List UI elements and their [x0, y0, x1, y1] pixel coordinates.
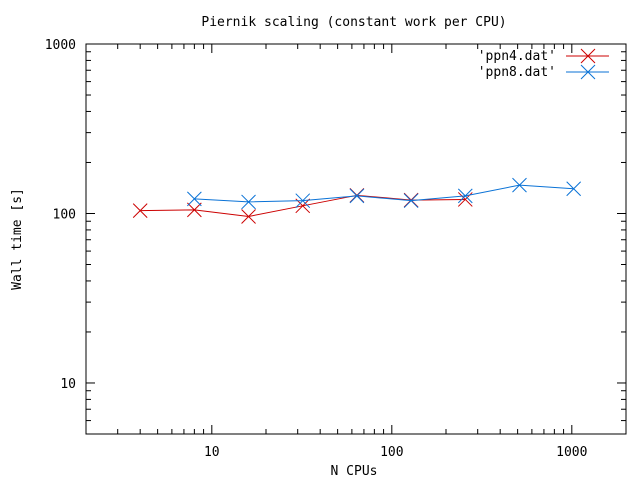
data-point: [187, 191, 202, 207]
legend: 'ppn4.dat''ppn8.dat': [478, 48, 609, 80]
legend-marker: [580, 64, 596, 80]
data-point: [187, 202, 202, 218]
legend-label: 'ppn8.dat': [478, 65, 556, 80]
data-point: [349, 188, 365, 204]
plot-frame: [85, 43, 627, 435]
x-tick-label: 1000: [556, 445, 587, 460]
data-point: [295, 193, 311, 209]
x-axis-label: N CPUs: [331, 464, 378, 479]
series-1: [132, 187, 473, 224]
data-point: [566, 181, 582, 197]
chart-title: Piernik scaling (constant work per CPU): [201, 15, 506, 30]
ticks: 10 100 1000 10 100 1000: [45, 38, 627, 460]
y-tick-label: 100: [53, 207, 76, 222]
series-2: [187, 177, 582, 210]
y-tick-label: 1000: [45, 38, 76, 53]
data-point: [132, 203, 148, 218]
legend-label: 'ppn4.dat': [478, 49, 556, 64]
data-point: [403, 193, 419, 209]
series-layer: [132, 177, 582, 224]
x-tick-label: 10: [204, 445, 220, 460]
data-point: [241, 209, 256, 224]
y-axis-label: Wall time [s]: [10, 188, 25, 290]
data-point: [457, 188, 473, 204]
series-line: [194, 184, 574, 203]
y-tick-label: 10: [60, 377, 76, 392]
x-tick-label: 100: [380, 445, 403, 460]
data-point: [512, 177, 527, 193]
data-point: [241, 194, 256, 210]
legend-marker: [580, 48, 596, 64]
